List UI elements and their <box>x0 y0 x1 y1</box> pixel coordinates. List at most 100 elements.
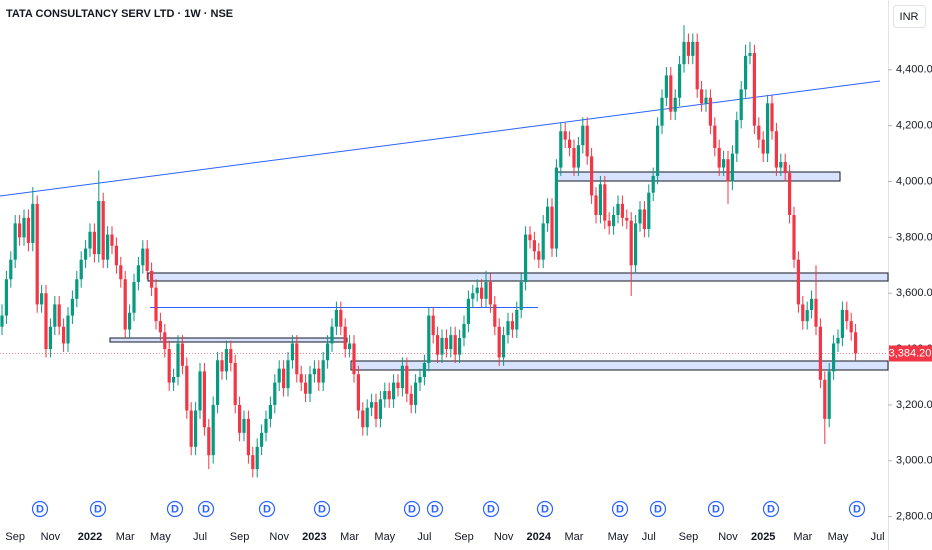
candle-body <box>493 304 497 327</box>
dividend-marker[interactable] <box>426 500 444 518</box>
x-tick-label: Jul <box>417 531 431 543</box>
dividend-label: D <box>487 503 495 515</box>
dividend-label: D <box>36 503 44 515</box>
dividend-marker[interactable] <box>762 500 780 518</box>
y-tick-label: 3,000.00 <box>896 455 932 467</box>
candle-body <box>682 41 686 65</box>
y-tick-label: 2,800.00 <box>896 511 932 523</box>
candle-body <box>84 248 88 260</box>
candle-body <box>282 368 286 389</box>
candle-body <box>708 97 712 126</box>
candle-body <box>334 309 338 327</box>
candle-body <box>150 270 154 288</box>
candle-body <box>26 217 30 243</box>
dividend-label: D <box>712 503 720 515</box>
candle-body <box>66 315 70 344</box>
dividend-label: D <box>767 503 775 515</box>
dividend-label: D <box>654 503 662 515</box>
candle-body <box>233 363 237 405</box>
candle-body <box>625 217 629 221</box>
x-tick-label: 2022 <box>78 531 102 543</box>
candle-body <box>700 89 704 104</box>
candle-body <box>40 293 44 305</box>
dividend-marker[interactable] <box>166 500 184 518</box>
candle-body <box>295 343 299 375</box>
dividend-marker[interactable] <box>31 500 49 518</box>
candle-body <box>114 245 118 266</box>
candle-body <box>101 201 105 260</box>
x-tick-label: Jul <box>642 531 656 543</box>
candle-body <box>528 234 532 241</box>
candle-body <box>436 335 440 355</box>
dividend-marker[interactable] <box>258 500 276 518</box>
candle-body <box>317 368 321 383</box>
dividend-marker[interactable] <box>313 500 331 518</box>
dividend-label: D <box>616 503 624 515</box>
candle-body <box>110 234 114 246</box>
dividend-marker[interactable] <box>707 500 725 518</box>
candle-body <box>260 432 264 447</box>
candle-body <box>242 418 246 433</box>
candle-body <box>484 282 488 299</box>
candle-body <box>827 371 831 419</box>
x-tick-label: May <box>828 531 849 543</box>
candle-body <box>840 309 844 338</box>
x-tick-label: Mar <box>793 531 812 543</box>
dividend-marker[interactable] <box>848 500 866 518</box>
candle-body <box>814 298 818 327</box>
candle-body <box>361 410 365 428</box>
dividend-marker[interactable] <box>611 500 629 518</box>
candle-body <box>409 393 413 405</box>
candle-body <box>343 326 347 350</box>
dividend-marker[interactable] <box>536 500 554 518</box>
candle-body <box>194 410 198 447</box>
candle-body <box>722 159 726 168</box>
x-tick-label: Mar <box>116 531 135 543</box>
candle-body <box>185 365 189 411</box>
candle-body <box>224 349 228 372</box>
dividend-label: D <box>202 503 210 515</box>
dividend-label: D <box>318 503 326 515</box>
candle-body <box>752 53 756 126</box>
candle-body <box>422 363 426 377</box>
candle-body <box>704 97 708 104</box>
candle-body <box>647 192 651 229</box>
candle-body <box>31 203 35 243</box>
candle-body <box>18 223 22 238</box>
dividend-marker[interactable] <box>482 500 500 518</box>
dividend-marker[interactable] <box>197 500 215 518</box>
candle-body <box>757 125 761 140</box>
candle-body <box>686 41 690 56</box>
candle-body <box>405 365 409 394</box>
candle-body <box>70 298 74 316</box>
x-tick-label: Nov <box>718 531 738 543</box>
candle-body <box>572 148 576 168</box>
candle-body <box>13 223 17 260</box>
x-tick-label: May <box>374 531 395 543</box>
candle-body <box>612 215 616 227</box>
currency[interactable]: INR <box>900 11 919 23</box>
candle-body <box>330 326 334 344</box>
candle-body <box>488 282 492 305</box>
x-tick-label: Jul <box>193 531 207 543</box>
candle-body <box>581 125 585 146</box>
x-tick-label: Jul <box>871 531 885 543</box>
candle-body <box>387 390 391 400</box>
zone <box>556 171 841 182</box>
dividend-marker[interactable] <box>649 500 667 518</box>
candle-body <box>444 337 448 350</box>
candle-body <box>519 282 523 310</box>
candle-body <box>321 360 325 383</box>
candle-body <box>326 343 330 361</box>
candle-body <box>339 309 343 327</box>
dividend-marker[interactable] <box>403 500 421 518</box>
candle-body <box>823 379 827 419</box>
dividend-label: D <box>408 503 416 515</box>
dividend-marker[interactable] <box>89 500 107 518</box>
candle-body <box>374 402 378 419</box>
candle-body <box>158 321 162 333</box>
dividend-label: D <box>171 503 179 515</box>
candle-body <box>286 360 290 389</box>
currency-box[interactable] <box>893 5 926 28</box>
candle-body <box>9 259 13 280</box>
